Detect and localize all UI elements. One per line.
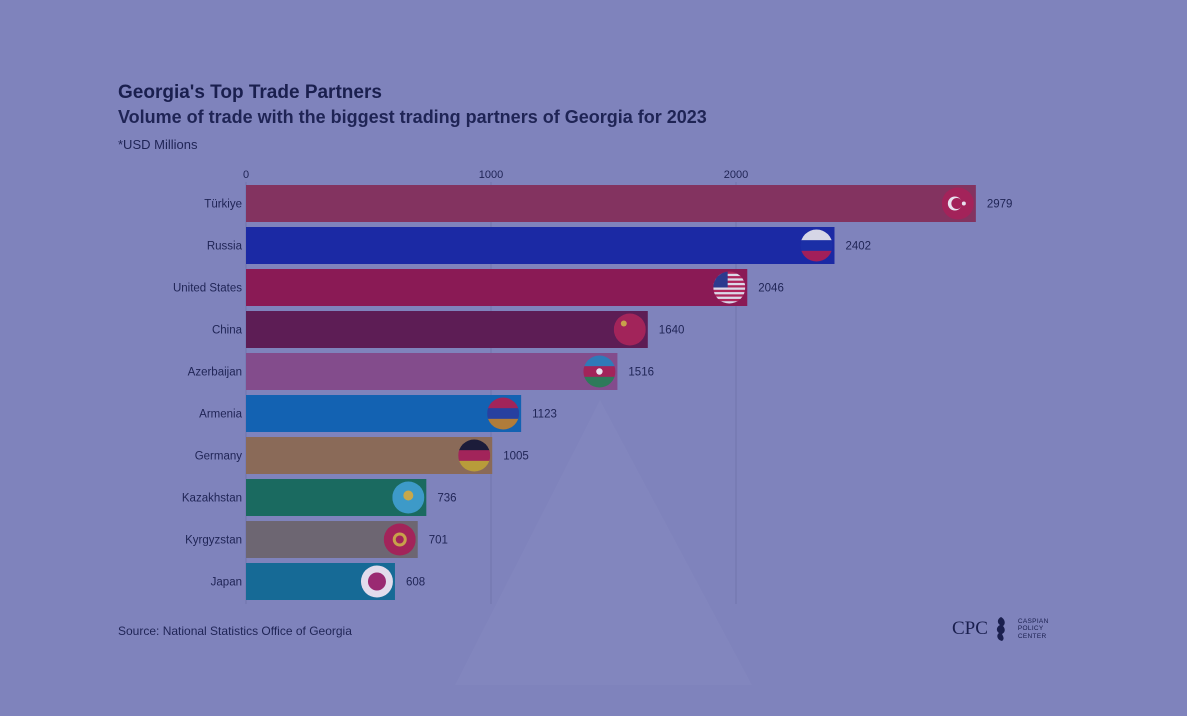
value-label: 2979 bbox=[987, 199, 1013, 211]
background-shape bbox=[455, 400, 752, 685]
usa-flag-icon bbox=[713, 271, 746, 304]
category-label: Türkiye bbox=[204, 199, 242, 211]
sun bbox=[403, 490, 414, 501]
star bbox=[620, 320, 627, 327]
flag-body bbox=[613, 313, 646, 346]
category-label: Kazakhstan bbox=[182, 493, 242, 505]
flag-body bbox=[383, 523, 416, 556]
value-label: 1005 bbox=[503, 451, 529, 463]
flag-stripe bbox=[800, 250, 833, 262]
sun-core bbox=[395, 535, 404, 544]
flag-stripe bbox=[713, 294, 746, 297]
flag-body bbox=[800, 229, 833, 262]
azerbaijan-flag-icon bbox=[583, 355, 616, 388]
cpc-logo: CPC CASPIAN POLICY CENTER bbox=[952, 616, 1058, 642]
category-label: Japan bbox=[211, 577, 242, 589]
category-label: Russia bbox=[207, 241, 243, 253]
armenia-flag-icon bbox=[487, 397, 520, 430]
flag-field bbox=[613, 313, 646, 346]
flag-stripe bbox=[487, 418, 520, 430]
crescent bbox=[596, 368, 603, 375]
bar-russia bbox=[246, 227, 835, 264]
x-tick-label: 2000 bbox=[724, 169, 748, 181]
flag-stripe bbox=[713, 289, 746, 293]
bar-azerbaijan bbox=[246, 353, 618, 390]
flag-stripe bbox=[713, 292, 746, 295]
flag-stripe bbox=[713, 278, 746, 281]
source-note: Source: National Statistics Office of Ge… bbox=[118, 624, 352, 638]
value-label: 608 bbox=[406, 577, 425, 589]
bar-türkiye bbox=[246, 185, 976, 222]
category-label: Germany bbox=[195, 451, 243, 463]
china-flag-icon bbox=[613, 313, 646, 346]
value-label: 2402 bbox=[845, 241, 871, 253]
unit-note: *USD Millions bbox=[118, 137, 198, 152]
category-label: Azerbaijan bbox=[188, 367, 242, 379]
category-label: China bbox=[212, 325, 243, 337]
flag-stripe bbox=[713, 280, 746, 283]
kazakhstan-flag-icon bbox=[392, 481, 425, 514]
flag-stripe bbox=[713, 276, 746, 279]
flag-stripe bbox=[713, 287, 746, 290]
flag-stripe bbox=[800, 240, 833, 252]
chart-subtitle: Volume of trade with the biggest trading… bbox=[118, 107, 707, 127]
flag-body bbox=[392, 481, 425, 514]
turkey-flag-icon bbox=[941, 187, 974, 220]
flag-stripe bbox=[800, 229, 833, 241]
flag-stripe bbox=[487, 408, 520, 420]
value-label: 701 bbox=[429, 535, 448, 547]
star bbox=[961, 201, 966, 206]
bar-germany bbox=[246, 437, 493, 474]
flag-body bbox=[487, 397, 520, 430]
flag-stripe bbox=[458, 460, 491, 472]
crescent-inner bbox=[951, 198, 963, 209]
flag-stripe bbox=[713, 296, 746, 299]
flag-body bbox=[941, 187, 974, 220]
flag-body bbox=[713, 271, 746, 304]
flag-stripe bbox=[713, 273, 746, 277]
flag-stripe bbox=[458, 439, 491, 451]
category-label: Armenia bbox=[199, 409, 242, 421]
category-label: United States bbox=[173, 283, 242, 295]
flag-stripe bbox=[487, 397, 520, 409]
flag-stripe bbox=[583, 376, 616, 388]
value-label: 1640 bbox=[659, 325, 685, 337]
logo-text: CASPIAN POLICY CENTER bbox=[1017, 617, 1049, 640]
value-label: 2046 bbox=[758, 283, 784, 295]
category-label: Kyrgyzstan bbox=[185, 535, 242, 547]
logo-mark: CPC bbox=[952, 618, 988, 639]
flag-stripe bbox=[713, 282, 746, 286]
flag-stripe bbox=[583, 355, 616, 367]
bar-armenia bbox=[246, 395, 522, 432]
sun bbox=[367, 572, 386, 591]
kyrgyzstan-flag-icon bbox=[383, 523, 416, 556]
flag-body bbox=[583, 355, 616, 388]
bar-china bbox=[246, 311, 648, 348]
flag-stripe bbox=[713, 285, 746, 288]
flag-stripe bbox=[458, 450, 491, 462]
russia-flag-icon bbox=[800, 229, 833, 262]
flag-stripe bbox=[713, 298, 746, 302]
flag-body bbox=[360, 565, 393, 598]
flag-body bbox=[458, 439, 491, 472]
flag-stripe bbox=[713, 271, 746, 274]
chart-title: Georgia's Top Trade Partners bbox=[118, 82, 382, 103]
japan-flag-icon bbox=[360, 565, 393, 598]
x-tick-label: 0 bbox=[243, 169, 249, 181]
x-tick-label: 1000 bbox=[479, 169, 503, 181]
value-label: 1516 bbox=[628, 367, 654, 379]
caspian-figure-icon bbox=[996, 617, 1005, 641]
bar-united-states bbox=[246, 269, 748, 306]
germany-flag-icon bbox=[458, 439, 491, 472]
value-label: 736 bbox=[437, 493, 456, 505]
flag-stripe bbox=[713, 301, 746, 304]
value-label: 1123 bbox=[532, 409, 557, 421]
